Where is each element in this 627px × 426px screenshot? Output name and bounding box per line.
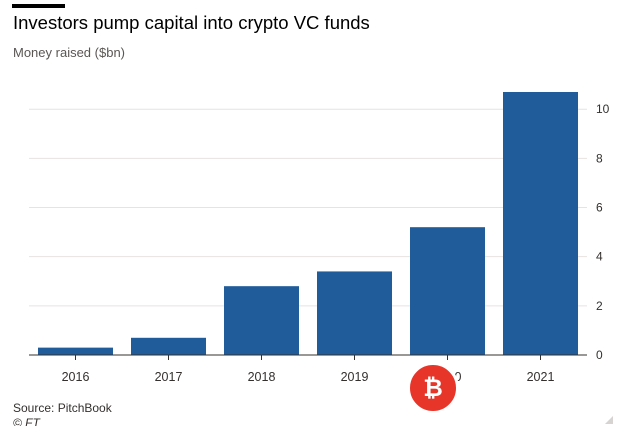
y-tick-label: 0 xyxy=(596,348,603,362)
bitcoin-glyph-icon: ₿ xyxy=(423,374,443,402)
y-tick-label: 4 xyxy=(596,250,603,264)
title-accent-rule xyxy=(12,4,65,8)
x-tick-label: 2018 xyxy=(248,370,276,384)
bar-2018 xyxy=(224,286,299,355)
bar-2021 xyxy=(503,92,578,355)
chart-title: Investors pump capital into crypto VC fu… xyxy=(13,12,370,33)
chart-subtitle: Money raised ($bn) xyxy=(13,45,125,60)
bitcoin-logo-icon: ₿ xyxy=(407,362,459,414)
bar-2017 xyxy=(131,337,206,355)
chart-source: Source: PitchBook xyxy=(13,401,112,415)
y-tick-label: 2 xyxy=(596,299,603,313)
bar-2019 xyxy=(317,271,392,355)
x-tick-label: 2017 xyxy=(155,370,183,384)
svg-text:₿: ₿ xyxy=(423,374,443,402)
x-tick-label: 2021 xyxy=(527,370,555,384)
bar-2016 xyxy=(38,347,113,355)
y-tick-label: 8 xyxy=(596,151,603,165)
x-tick-label: 2016 xyxy=(62,370,90,384)
resize-handle-icon xyxy=(605,416,613,424)
chart-credit: © FT xyxy=(13,416,40,426)
bar-2020 xyxy=(410,227,485,355)
x-tick-label: 2019 xyxy=(341,370,369,384)
y-tick-label: 10 xyxy=(596,102,610,116)
y-tick-label: 6 xyxy=(596,201,603,215)
